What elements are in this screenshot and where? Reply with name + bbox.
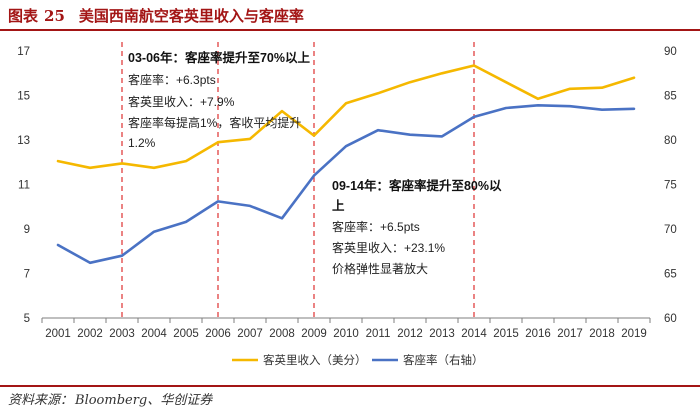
left-axis-tick-label: 15 (17, 91, 30, 103)
annotation-2003-line: 客座率：+6.3pts (128, 72, 216, 87)
source-note: 资料来源： Bloomberg、华创证券 (8, 391, 212, 411)
chart-legend: 客英里收入（美分） 客座率（右轴） (232, 353, 484, 367)
figure-title: 图表 25 美国西南航空客英里收入与客座率 (8, 4, 304, 28)
x-axis-tick-label: 2015 (493, 328, 519, 340)
left-axis-tick-label: 11 (18, 180, 30, 192)
title-rule (0, 29, 700, 31)
figure-caption: 美国西南航空客英里收入与客座率 (78, 7, 304, 25)
chart-series (56, 64, 636, 265)
x-axis-tick-label: 2009 (301, 328, 327, 340)
x-axis-tick-label: 2003 (109, 328, 135, 340)
x-axis-tick-label: 2011 (366, 328, 391, 340)
right-axis-tick-label: 85 (664, 91, 677, 103)
left-axis-tick-label: 17 (17, 46, 30, 58)
right-axis-tick-label: 60 (664, 313, 677, 325)
legend-label-revenue: 客英里收入（美分） (263, 353, 367, 367)
left-axis-tick-label: 13 (17, 135, 30, 147)
right-axis-tick-label: 70 (664, 224, 677, 236)
x-axis-tick-label: 2016 (525, 328, 551, 340)
annotation-2003-title: 03-06年：客座率提升至70%以上 (128, 50, 310, 65)
figure-label: 图表 (8, 7, 39, 25)
annotation-2009-line: 客英里收入：+23.1% (332, 240, 445, 255)
annotation-2003-line: 客座率每提高1%，客收平均提升 (128, 115, 301, 130)
x-axis-tick-label: 2007 (237, 328, 263, 340)
annotation-2009-line: 价格弹性显著放大 (332, 261, 428, 276)
annotation-2009-line: 客座率：+6.5pts (332, 219, 420, 234)
figure-number: 25 (44, 7, 65, 25)
annotation-2009-title-cont: 上 (332, 198, 345, 213)
x-axis-tick-label: 2014 (461, 328, 487, 340)
x-axis-tick-label: 2001 (45, 328, 71, 340)
x-axis-tick-label: 2019 (621, 328, 647, 340)
annotation-2009-title: 09-14年：客座率提升至80%以 (332, 178, 502, 193)
x-axis-tick-label: 2017 (557, 328, 583, 340)
source-label: 资料来源： (8, 393, 74, 408)
revenue-series-line (56, 64, 636, 170)
annotation-2003-line: 1.2% (128, 136, 156, 150)
x-axis-tick-label: 2012 (397, 328, 423, 340)
x-axis-tick-label: 2010 (333, 328, 359, 340)
left-axis-tick-label: 9 (24, 224, 30, 236)
period-dividers (121, 42, 475, 318)
left-axis-tick-label: 5 (24, 313, 30, 325)
load-factor-series-line (56, 104, 636, 265)
x-axis-tick-label: 2018 (589, 328, 615, 340)
x-axis-tick-label: 2008 (269, 328, 295, 340)
legend-label-load-factor: 客座率（右轴） (403, 353, 484, 367)
x-axis-tick-label: 2006 (205, 328, 231, 340)
source-text: Bloomberg、华创证券 (75, 393, 213, 408)
left-axis-tick-label: 7 (24, 269, 30, 281)
annotation-2003-line: 客英里收入：+7.9% (128, 94, 235, 109)
x-axis-tick-label: 2013 (429, 328, 455, 340)
x-axis-tick-label: 2004 (141, 328, 167, 340)
right-axis-tick-label: 75 (664, 180, 677, 192)
x-axis-tick-label: 2002 (77, 328, 103, 340)
x-axis-tick-label: 2005 (173, 328, 199, 340)
right-axis-tick-label: 65 (664, 269, 677, 281)
right-axis-tick-label: 90 (664, 46, 677, 58)
right-axis-tick-label: 80 (664, 135, 677, 147)
source-rule (0, 385, 700, 387)
